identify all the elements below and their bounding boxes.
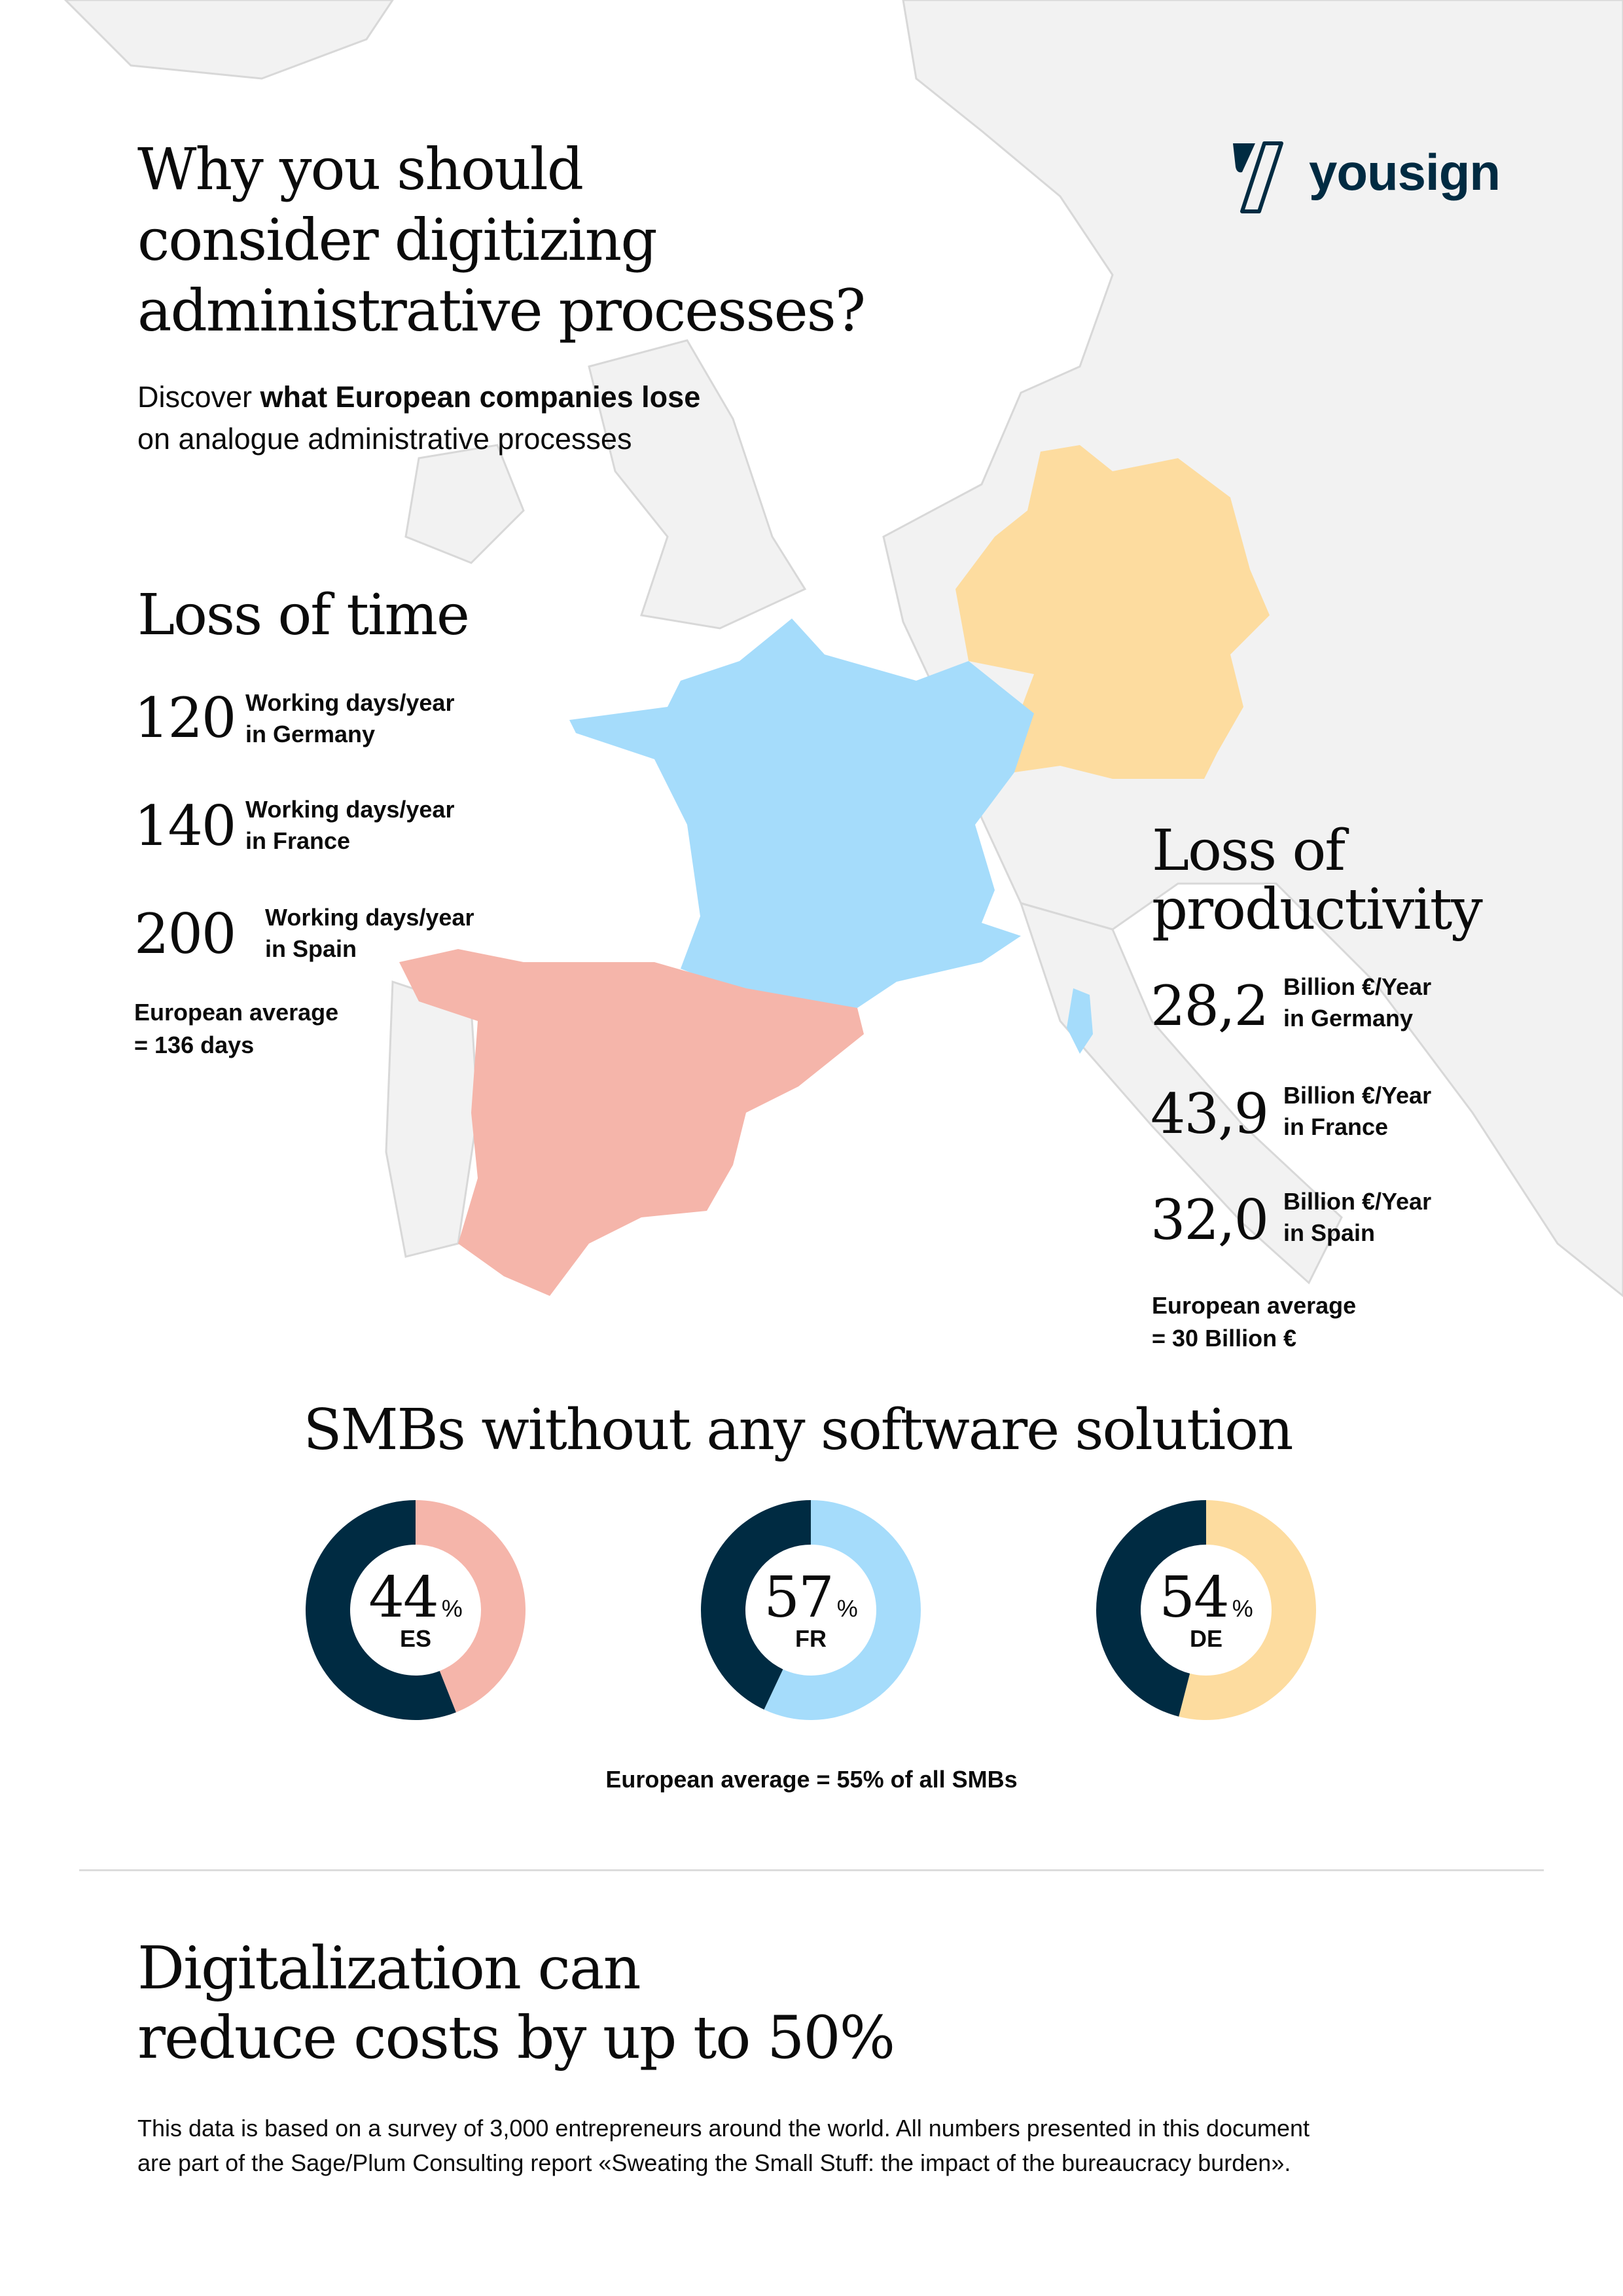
donut-remainder-fr <box>701 1500 811 1710</box>
smb-donuts <box>306 1500 1317 1720</box>
map-land-portugal <box>385 980 479 1258</box>
stat-unit: Billion €/Year <box>1283 973 1432 1000</box>
title-line: consider digitizing <box>137 206 658 274</box>
footnote: This data is based on a survey of 3,000 … <box>137 2111 1310 2180</box>
stat-unit: Billion €/Year <box>1283 1082 1432 1109</box>
stat-label: Working days/year in Germany <box>245 687 454 750</box>
heading-line: productivity <box>1152 877 1483 942</box>
map-land-ireland <box>404 444 525 564</box>
percent-sign: % <box>441 1595 463 1622</box>
stat-value: 120 <box>134 686 236 750</box>
smb-heading: SMBs without any software solution <box>303 1397 1294 1463</box>
subtitle-prefix: Discover <box>137 380 260 414</box>
avg-line: European average <box>1152 1292 1357 1319</box>
page-title: Why you should consider digitizing admin… <box>137 134 866 346</box>
loss-of-time-heading: Loss of time <box>137 583 470 648</box>
donut-segment-fr <box>764 1500 921 1720</box>
yousign-logo-icon <box>1233 141 1283 213</box>
donut-remainder-de <box>1096 1500 1206 1717</box>
map-spain <box>399 949 864 1296</box>
stat-unit: Billion €/Year <box>1283 1188 1432 1215</box>
map-corsica <box>1067 988 1093 1054</box>
stat-country: in France <box>245 827 351 854</box>
avg-line: European average <box>134 999 339 1026</box>
percent-sign: % <box>1232 1595 1253 1622</box>
donut-segment-es <box>416 1500 526 1713</box>
smb-average: European average = 55% of all SMBs <box>605 1766 1018 1793</box>
donut-label: 44% ES <box>306 1570 526 1652</box>
europe-map <box>63 0 1623 1297</box>
stat-country: in France <box>1283 1113 1389 1140</box>
map-france <box>569 619 1034 1008</box>
stat-unit: Working days/year <box>245 689 455 716</box>
stat-value: 32,0 <box>1150 1188 1269 1252</box>
subtitle: Discover what European companies lose on… <box>137 376 700 460</box>
loss-of-productivity-heading: Loss of productivity <box>1152 818 1483 942</box>
footnote-line: This data is based on a survey of 3,000 … <box>137 2115 1310 2142</box>
donut-segment-de <box>1179 1500 1317 1720</box>
stat-label: Working days/year in France <box>245 794 454 857</box>
stat-value: 28,2 <box>1150 974 1269 1038</box>
title-line: administrative processes? <box>137 277 866 344</box>
donut-value: 44 <box>368 1565 438 1630</box>
stat-label: Billion €/Year in Germany <box>1283 971 1431 1034</box>
brand-name: yousign <box>1309 143 1501 201</box>
stat-label: Billion €/Year in Spain <box>1283 1186 1431 1249</box>
donut-remainder-es <box>306 1500 456 1720</box>
donut-country-code: FR <box>795 1625 827 1652</box>
donut-value: 54 <box>1159 1565 1229 1630</box>
stat-value: 140 <box>134 794 236 858</box>
stat-value: 43,9 <box>1150 1082 1269 1146</box>
title-line: Why you should <box>137 135 584 203</box>
donut-value: 57 <box>764 1565 834 1630</box>
heading-line: reduce costs by up to 50% <box>137 2003 895 2072</box>
divider <box>79 1869 1544 1871</box>
stat-unit: Working days/year <box>265 904 474 931</box>
stat-country: in Germany <box>245 721 376 747</box>
subtitle-bold: what European companies lose <box>260 380 701 414</box>
stat-country: in Spain <box>1283 1219 1376 1246</box>
stat-country: in Spain <box>265 935 357 962</box>
avg-line: = 136 days <box>134 1031 255 1058</box>
stat-unit: Working days/year <box>245 796 455 823</box>
donut-country-code: DE <box>1189 1625 1222 1652</box>
yousign-logo <box>1230 141 1309 219</box>
stat-label: Billion €/Year in France <box>1283 1080 1431 1143</box>
donut-label: 57% FR <box>701 1570 921 1652</box>
map-land-topleft <box>63 0 394 80</box>
conclusion-heading: Digitalization can reduce costs by up to … <box>137 1934 895 2073</box>
donut-country-code: ES <box>399 1625 432 1652</box>
heading-line: Loss of <box>1152 818 1346 884</box>
stat-country: in Germany <box>1283 1005 1414 1031</box>
heading-line: Digitalization can <box>137 1934 641 2003</box>
map-land-uk <box>588 339 807 630</box>
map-germany <box>955 445 1270 779</box>
time-average: European average = 136 days <box>134 996 338 1062</box>
map-land-italy <box>1019 901 1343 1285</box>
stat-value: 200 <box>134 902 236 966</box>
productivity-average: European average = 30 Billion € <box>1152 1289 1356 1355</box>
subtitle-line2: on analogue administrative processes <box>137 422 632 456</box>
stat-label: Working days/year in Spain <box>265 902 474 965</box>
percent-sign: % <box>836 1595 858 1622</box>
footnote-line: are part of the Sage/Plum Consulting rep… <box>137 2149 1291 2176</box>
avg-line: = 30 Billion € <box>1152 1325 1297 1352</box>
donut-label: 54% DE <box>1096 1570 1316 1652</box>
